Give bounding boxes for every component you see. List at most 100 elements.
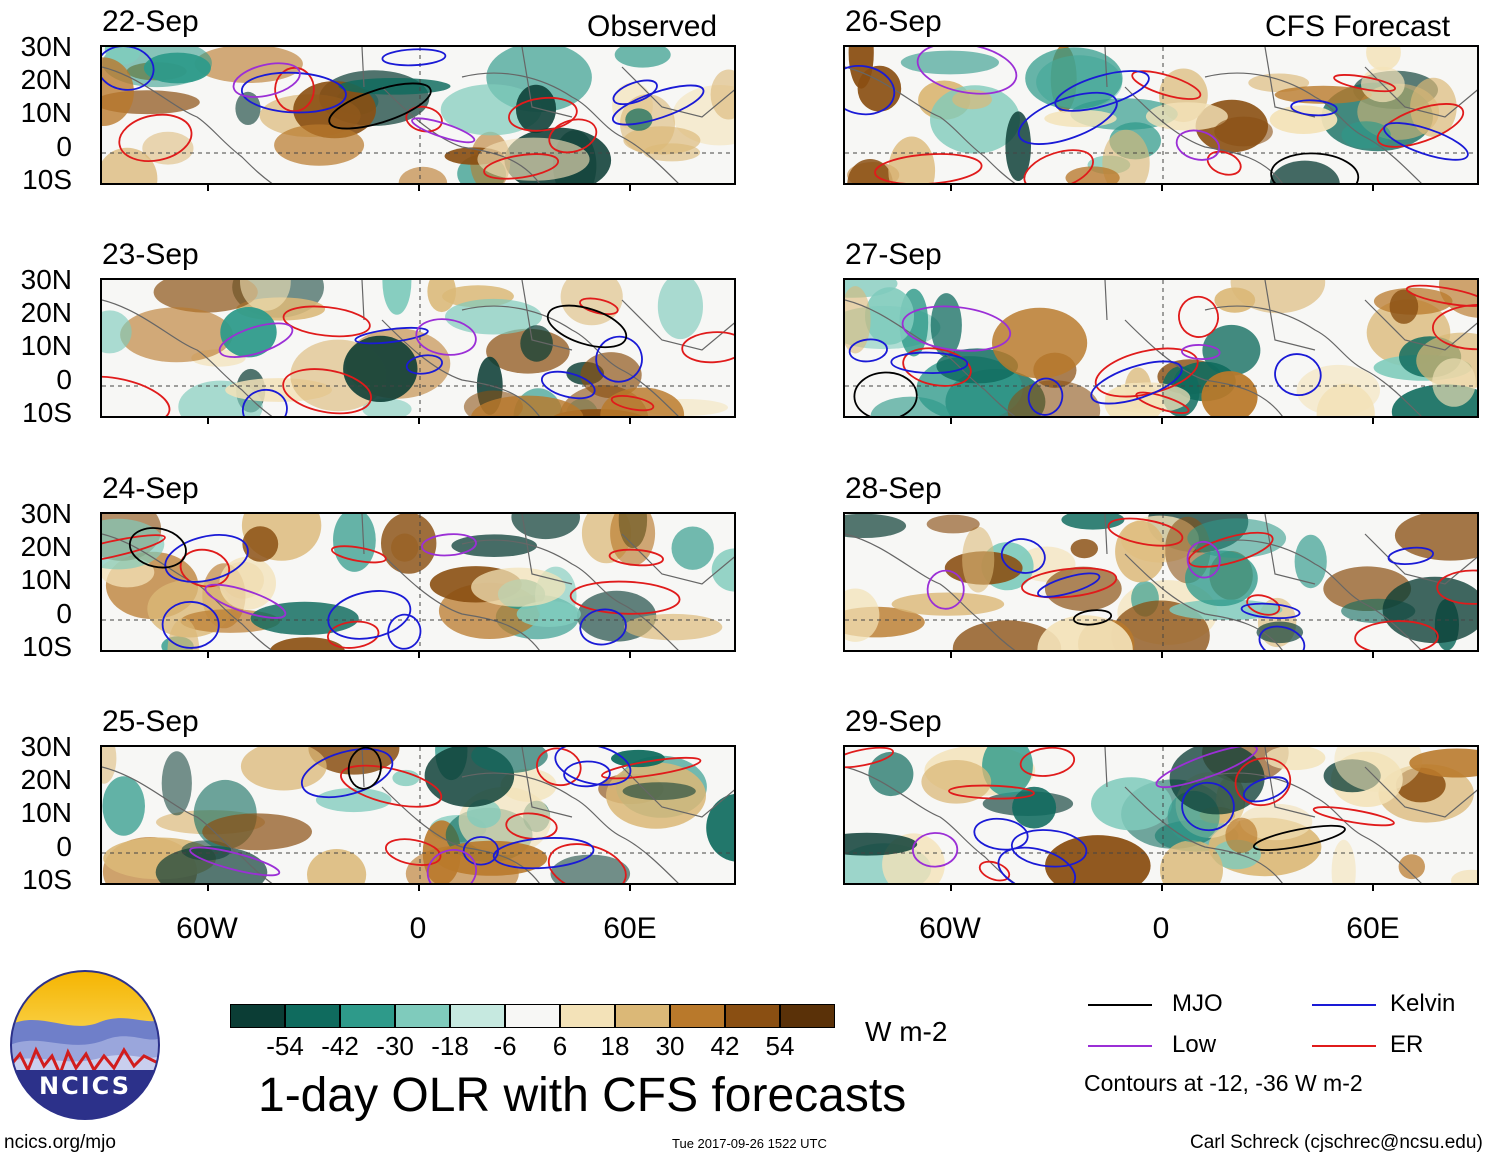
kelvin-contour [554, 747, 632, 786]
wet-anomaly-blob [622, 782, 696, 800]
kelvin-contour [1027, 377, 1064, 416]
wet-anomaly-blob [343, 335, 418, 402]
wet-anomaly-blob [451, 534, 537, 557]
er-contour [505, 812, 558, 840]
wet-anomaly-blob [338, 78, 451, 95]
footer-url[interactable]: ncics.org/mjo [4, 1132, 116, 1153]
dry-anomaly-blob [1264, 747, 1326, 771]
colorbar-label: 42 [710, 1031, 740, 1061]
kelvin-contour [1037, 572, 1101, 598]
panel-date: 24-Sep [102, 472, 199, 505]
olr-map-panel [843, 745, 1479, 885]
kelvin-contour [164, 534, 249, 583]
dry-anomaly-blob [1225, 817, 1258, 853]
wet-anomaly-blob [1269, 160, 1340, 183]
er-contour [548, 118, 598, 154]
er-contour [1246, 594, 1281, 616]
dry-anomaly-blob [848, 47, 874, 89]
kelvin-contour [1240, 602, 1301, 620]
dry-anomaly-blob [710, 69, 734, 120]
lat-label: 0 [56, 364, 72, 395]
olr-anomaly-field [102, 47, 734, 183]
wet-anomaly-blob [235, 91, 261, 125]
dry-anomaly-blob [142, 131, 194, 165]
wet-anomaly-blob [930, 85, 1020, 154]
mjo-contour [328, 82, 432, 130]
panel-date: 26-Sep [845, 5, 942, 38]
colorbar-swatch [450, 1004, 505, 1028]
olr-anomaly-field [102, 280, 734, 416]
panel-date: 27-Sep [845, 238, 942, 271]
kelvin-contour [1054, 70, 1150, 112]
dry-anomaly-blob [1214, 287, 1256, 313]
lon-tick [207, 885, 209, 891]
coastline [845, 280, 1477, 416]
lon-tick [418, 885, 420, 891]
lon-tick [207, 185, 209, 191]
dry-anomaly-blob [600, 387, 685, 416]
kelvin-contour [1017, 91, 1118, 145]
mjo-contour [1270, 152, 1360, 183]
er-contour [282, 368, 372, 415]
kelvin-contour [1000, 538, 1046, 574]
kelvin-contour [300, 748, 394, 799]
er-contour [1178, 295, 1219, 338]
wet-anomaly-blob [102, 776, 145, 836]
wet-anomaly-blob [1025, 47, 1123, 110]
dry-anomaly-blob [240, 747, 327, 791]
colorbar-swatch [780, 1004, 835, 1028]
dry-anomaly-blob [153, 280, 258, 313]
page-title: 1-day OLR with CFS forecasts [258, 1069, 907, 1122]
er-contour [978, 860, 1011, 882]
coastline [845, 747, 1477, 883]
dry-anomaly-blob [120, 307, 233, 363]
kelvin-contour [381, 48, 447, 67]
mjo-contour [1072, 609, 1113, 626]
dry-anomaly-blob [381, 514, 437, 574]
mjo-contour [347, 747, 382, 790]
lon-label-60w-right: 60W [919, 912, 981, 945]
er-contour [681, 331, 734, 364]
dry-anomaly-blob [102, 57, 134, 126]
kelvin-contour [595, 335, 643, 383]
kelvin-contour [848, 338, 888, 363]
olr-map-panel [100, 512, 736, 652]
panel-date: 23-Sep [102, 238, 199, 271]
kelvin-contour [1242, 776, 1289, 803]
olr-anomaly-field [845, 514, 1477, 650]
wet-anomaly-blob [845, 832, 918, 856]
colorbar-label: -54 [266, 1031, 304, 1061]
forecast-header: CFS Forecast [1265, 10, 1451, 43]
wet-anomaly-blob [515, 84, 557, 134]
dry-anomaly-blob [1102, 129, 1150, 183]
dry-anomaly-blob [1410, 77, 1457, 137]
wet-anomaly-blob [657, 280, 703, 340]
colorbar-label: 54 [765, 1031, 795, 1061]
dry-anomaly-blob [992, 307, 1088, 379]
dry-anomaly-blob [891, 592, 1005, 616]
low-contour [411, 117, 476, 144]
colorbar-swatch [340, 1004, 395, 1028]
wet-anomaly-blob [1202, 324, 1261, 376]
dry-anomaly-blob [962, 526, 995, 593]
wet-anomaly-blob [625, 108, 653, 131]
dry-anomaly-blob [845, 588, 880, 642]
observed-header: Observed [587, 10, 718, 43]
lat-label: 30N [20, 731, 72, 762]
lat-label: 10S [22, 397, 72, 428]
colorbar-swatch [560, 1004, 615, 1028]
er-contour [1312, 806, 1395, 827]
lon-tick [629, 652, 631, 658]
wet-anomaly-blob [1187, 518, 1287, 558]
footer-author: Carl Schreck (cjschrec@ncsu.edu) [1190, 1132, 1483, 1153]
olr-map-panel [843, 45, 1479, 185]
olr-anomaly-field [845, 747, 1477, 883]
dry-anomaly-blob [274, 124, 365, 166]
low-contour [901, 305, 1012, 352]
lon-tick [1372, 418, 1374, 424]
er-contour [579, 297, 619, 316]
contours-note: Contours at -12, -36 W m-2 [1084, 1070, 1363, 1096]
kelvin-contour [845, 65, 896, 116]
legend-label-kelvin: Kelvin [1390, 990, 1456, 1017]
er-contour [1432, 303, 1477, 351]
